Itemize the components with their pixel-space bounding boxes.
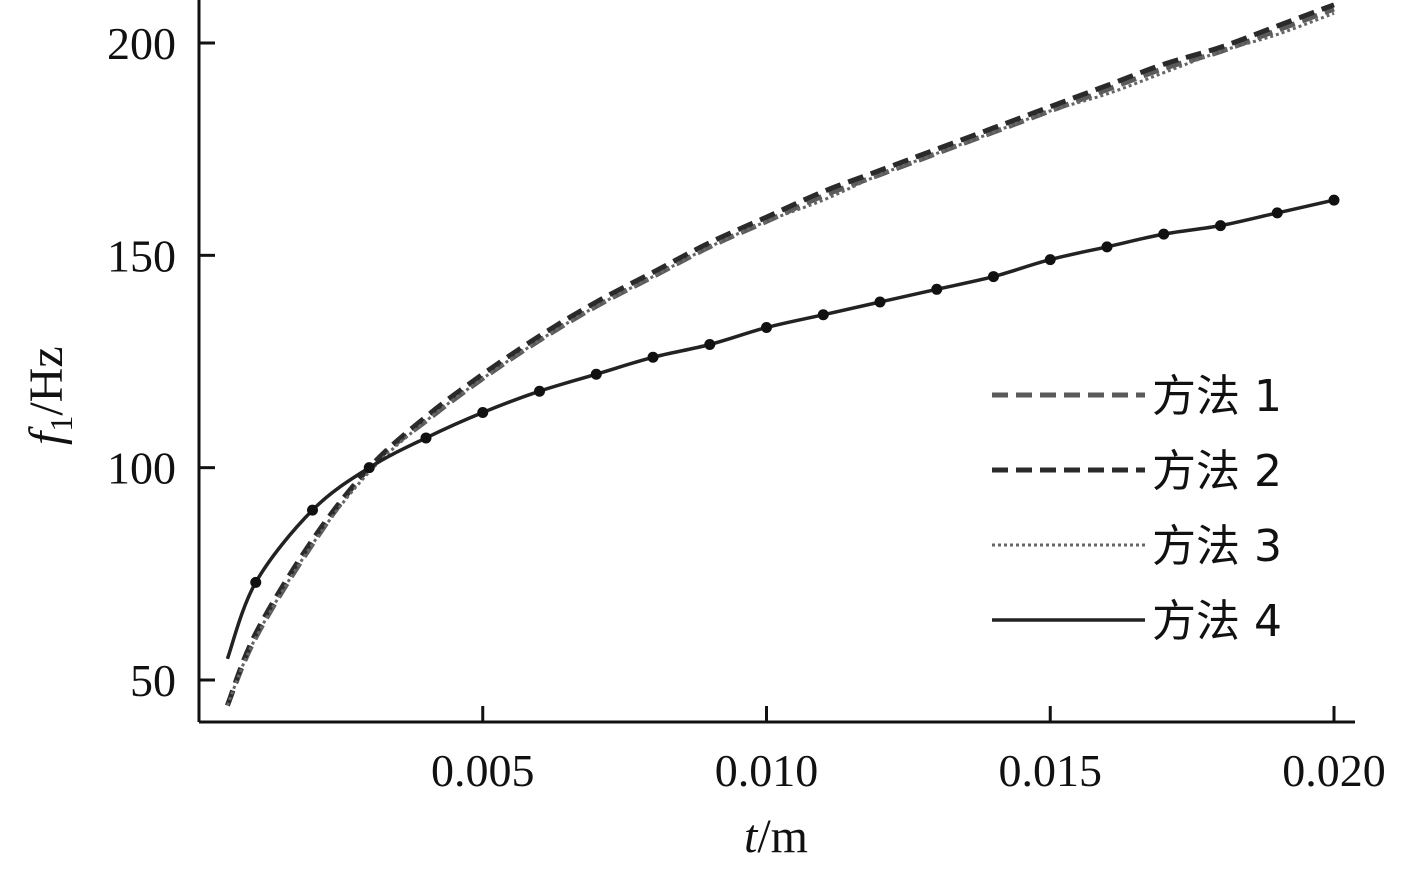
legend-label-1: 方法 1 (1152, 371, 1282, 422)
legend-label-4: 方法 4 (1152, 596, 1282, 647)
x-tick-label: 0.010 (715, 745, 819, 796)
data-point (647, 351, 659, 363)
series-line-4 (225, 198, 1335, 660)
data-point (1158, 228, 1170, 240)
data-point (1044, 254, 1056, 266)
y-tick-label: 150 (107, 230, 176, 281)
data-point (874, 296, 886, 308)
data-point (988, 271, 999, 283)
y-tick-label: 50 (130, 655, 176, 706)
series-line-3 (226, 11, 1335, 707)
data-markers (250, 194, 1340, 588)
data-point (761, 322, 772, 334)
x-axis-title: t/m (744, 810, 808, 863)
ticks: 50 100 150 200 0.005 0.010 0.015 0.020 (107, 18, 1386, 796)
data-point (931, 283, 943, 295)
axes (197, 0, 1355, 724)
legend: 方法 1 方法 2 方法 3 方法 4 (992, 371, 1282, 647)
legend-label-2: 方法 2 (1152, 446, 1282, 497)
x-tick-label: 0.005 (431, 745, 535, 796)
data-point (817, 309, 829, 321)
y-axis-title: f1/Hz (20, 346, 79, 445)
data-point (534, 385, 545, 397)
data-point (307, 504, 318, 516)
data-point (1215, 220, 1226, 232)
data-point (1271, 207, 1283, 219)
data-point (1101, 241, 1113, 253)
y-tick-label: 100 (107, 443, 176, 494)
x-tick-label: 0.015 (999, 745, 1103, 796)
data-point (477, 406, 489, 418)
x-tick-label: 0.020 (1282, 745, 1386, 796)
data-point (420, 432, 432, 444)
y-tick-label: 200 (107, 18, 176, 69)
data-point (363, 462, 375, 474)
data-point (1328, 194, 1340, 206)
legend-label-3: 方法 3 (1152, 521, 1282, 572)
data-point (590, 368, 602, 380)
data-point (250, 576, 262, 588)
data-point (704, 339, 716, 351)
